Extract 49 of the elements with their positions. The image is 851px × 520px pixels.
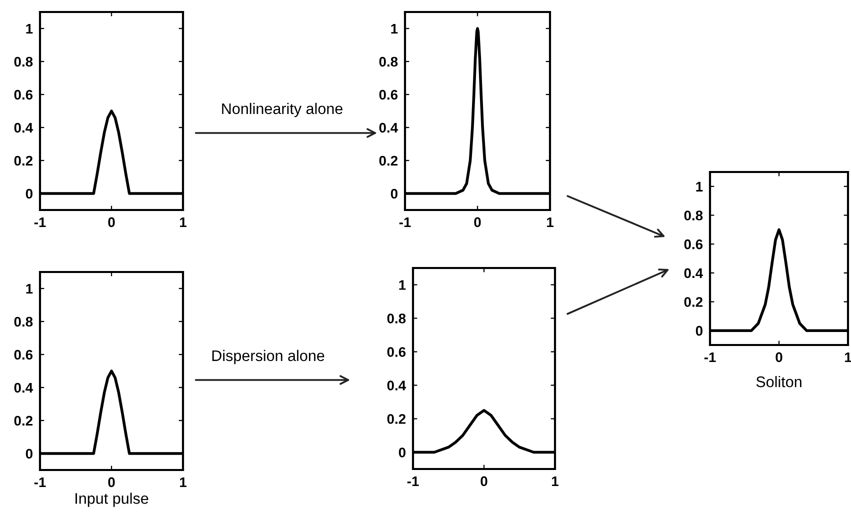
y-tick-label: 0.2 xyxy=(14,416,32,426)
x-tick-label: -1 xyxy=(34,477,46,488)
y-tick-label: 0.2 xyxy=(14,156,32,166)
y-tick-label: 1 xyxy=(399,280,406,290)
x-tick-label: 0 xyxy=(108,217,115,228)
x-tick-label: 1 xyxy=(547,217,554,228)
x-tick-label: 0 xyxy=(480,476,488,486)
y-tick-label: 0 xyxy=(398,448,406,458)
y-tick-label: 0.8 xyxy=(684,210,703,220)
y-tick-label: 0.4 xyxy=(379,122,398,133)
y-tick-label: 1 xyxy=(26,24,33,34)
y-tick-label: 0 xyxy=(26,188,32,199)
x-tick-label: -1 xyxy=(407,476,419,486)
y-tick-label: 0.2 xyxy=(684,297,702,307)
x-tick-label: 1 xyxy=(180,217,186,228)
y-tick-label: 0 xyxy=(26,448,32,459)
text: Dispersion alone xyxy=(212,350,324,364)
x-tick-label: 1 xyxy=(552,476,558,486)
y-tick-label: 0.6 xyxy=(379,90,398,100)
y-tick-label: 1 xyxy=(26,284,33,294)
y-tick-label: 0.4 xyxy=(14,122,33,133)
y-tick-label: 0.2 xyxy=(379,156,398,166)
y-tick-label: 0.8 xyxy=(379,56,398,67)
x-tick-label: 1 xyxy=(845,352,851,362)
y-tick-label: 0 xyxy=(696,326,702,336)
y-tick-label: 0.6 xyxy=(684,239,703,250)
y-tick-label: 1 xyxy=(391,24,398,34)
x-tick-label: 0 xyxy=(474,217,481,228)
y-tick-label: 0.6 xyxy=(387,347,406,357)
text: Nonlinearity alone xyxy=(222,102,342,118)
y-tick-label: 0.4 xyxy=(14,382,33,393)
y-tick-label: 0.8 xyxy=(14,56,33,67)
y-tick-label: 0.6 xyxy=(14,350,33,360)
y-tick-label: 0.6 xyxy=(14,90,33,100)
x-axis-title: Soliton xyxy=(756,376,802,388)
y-tick-label: 0.8 xyxy=(14,316,33,327)
x-tick-label: -1 xyxy=(704,352,716,362)
y-tick-label: 0 xyxy=(390,188,398,199)
y-tick-label: 0.4 xyxy=(684,268,703,278)
y-tick-label: 1 xyxy=(696,182,703,192)
x-tick-label: -1 xyxy=(399,217,411,228)
x-tick-label: -1 xyxy=(34,217,46,228)
x-tick-label: 0 xyxy=(776,352,782,362)
y-tick-label: 0.8 xyxy=(387,314,406,324)
x-tick-label: 0 xyxy=(108,477,115,488)
y-tick-label: 0.2 xyxy=(387,414,406,424)
x-tick-label: 1 xyxy=(180,477,186,488)
x-axis-title: Input pulse xyxy=(76,492,148,507)
y-tick-label: 0.4 xyxy=(387,380,406,390)
